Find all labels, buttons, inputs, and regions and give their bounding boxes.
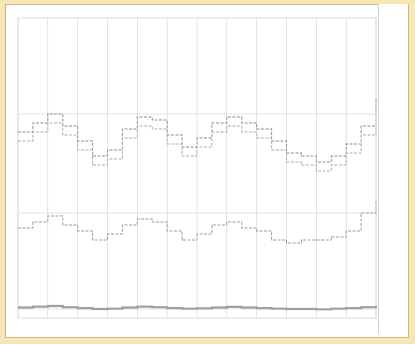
data-point <box>47 215 49 217</box>
data-point <box>271 239 273 241</box>
data-point <box>32 122 34 124</box>
data-point <box>77 149 79 151</box>
data-point <box>136 218 138 220</box>
data-point <box>17 131 19 133</box>
data-point <box>345 307 347 309</box>
data-point <box>121 307 123 308</box>
data-point <box>330 236 332 238</box>
data-point <box>211 224 213 226</box>
data-point <box>256 307 258 309</box>
data-point <box>151 221 153 223</box>
data-point <box>32 131 34 133</box>
data-point <box>241 131 243 133</box>
data-point <box>300 308 302 310</box>
data-point <box>286 308 287 310</box>
data-point <box>315 308 317 310</box>
data-point <box>241 122 243 124</box>
data-point <box>211 122 213 124</box>
data-point <box>107 308 108 310</box>
data-point <box>300 239 302 241</box>
data-point <box>92 164 94 166</box>
data-point <box>62 224 64 226</box>
data-point <box>196 146 198 148</box>
data-point <box>166 230 168 232</box>
data-point <box>315 170 317 172</box>
data-point <box>77 230 79 232</box>
data-point <box>271 308 273 310</box>
data-point <box>196 137 198 139</box>
data-point <box>196 307 198 309</box>
data-point <box>181 155 183 157</box>
data-point <box>77 307 79 309</box>
data-point <box>345 230 347 232</box>
data-point <box>375 98 377 100</box>
data-point <box>360 125 362 127</box>
data-point <box>121 128 123 130</box>
data-point <box>136 125 138 127</box>
legend <box>378 4 408 334</box>
data-point <box>32 306 34 308</box>
data-point <box>136 116 138 118</box>
data-point <box>47 113 49 115</box>
data-point <box>181 308 183 310</box>
data-point <box>226 125 228 127</box>
data-point <box>256 128 258 130</box>
data-point <box>360 306 362 308</box>
series-line <box>18 201 377 244</box>
data-point <box>62 134 64 136</box>
data-point <box>256 137 258 139</box>
data-point <box>226 306 228 308</box>
data-point <box>211 307 213 308</box>
data-point <box>286 161 287 163</box>
data-point <box>151 306 153 308</box>
data-point <box>151 128 153 130</box>
data-point <box>360 212 362 214</box>
data-point <box>107 233 108 235</box>
data-point <box>256 230 258 232</box>
data-point <box>300 155 302 157</box>
data-point <box>121 224 123 226</box>
data-point <box>211 131 213 133</box>
data-point <box>315 239 317 241</box>
data-point <box>226 221 228 223</box>
data-point <box>17 140 19 142</box>
data-point <box>286 242 287 244</box>
data-point <box>360 134 362 136</box>
data-point <box>241 307 243 308</box>
data-point <box>226 116 228 118</box>
data-point <box>181 239 183 241</box>
data-point <box>375 200 377 202</box>
data-point <box>17 227 19 229</box>
data-point <box>17 307 19 308</box>
data-point <box>196 233 198 235</box>
data-point <box>345 152 347 154</box>
data-point <box>375 107 377 109</box>
data-point <box>92 308 94 310</box>
data-point <box>107 149 108 151</box>
data-point <box>271 149 273 151</box>
data-point <box>62 306 64 308</box>
data-point <box>121 137 123 139</box>
data-point <box>375 305 377 307</box>
data-point <box>330 155 332 157</box>
data-point <box>345 143 347 145</box>
data-point <box>166 143 168 145</box>
data-point <box>315 161 317 163</box>
data-point <box>330 164 332 166</box>
data-point <box>92 155 94 157</box>
data-point <box>166 307 168 309</box>
data-point <box>92 239 94 241</box>
data-point <box>32 221 34 223</box>
data-point <box>151 119 153 121</box>
data-point <box>47 305 49 307</box>
data-point <box>241 227 243 229</box>
data-point <box>47 122 49 124</box>
data-point <box>300 164 302 166</box>
data-point <box>107 158 108 160</box>
data-point <box>330 308 332 310</box>
data-point <box>136 306 138 308</box>
